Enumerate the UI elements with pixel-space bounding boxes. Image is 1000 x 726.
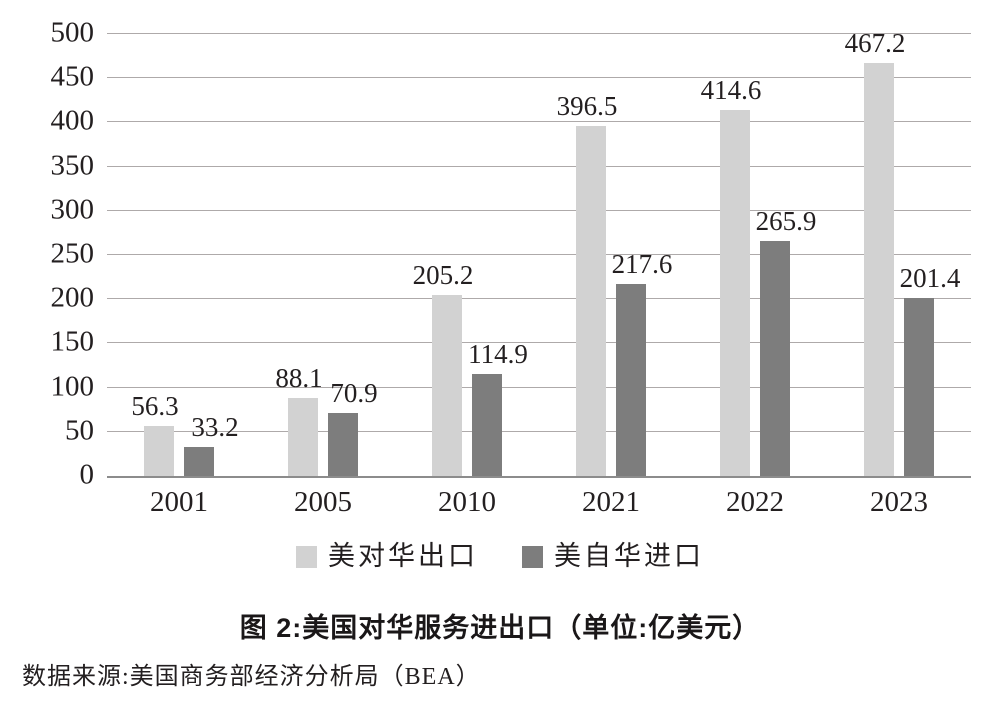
bar-export-2010: [432, 294, 462, 476]
chart-legend: 美对华出口 美自华进口: [0, 543, 1000, 570]
x-axis-tick-label-2005: 2005: [294, 486, 352, 518]
bar-export-2023: [864, 63, 894, 476]
legend-swatch-icon: [522, 545, 543, 568]
x-axis-labels: 2001 2005 2010 2021 2022 2023: [107, 488, 971, 524]
x-axis-tick-label-2023: 2023: [870, 486, 928, 518]
gridline-250: [107, 254, 971, 255]
bar-import-2010: [472, 374, 502, 476]
data-source-note: 数据来源:美国商务部经济分析局（BEA）: [22, 664, 481, 690]
bar-import-2023: [904, 297, 934, 476]
gridline-150: [107, 342, 971, 344]
value-label-export-2021: 396.5: [556, 90, 618, 121]
value-label-import-2010: 114.9: [468, 339, 528, 370]
x-axis-tick-label-2022: 2022: [726, 486, 784, 518]
value-label-import-2005: 70.9: [330, 378, 378, 409]
gridline-500: [107, 33, 971, 34]
legend-swatch-icon: [296, 545, 317, 568]
legend-label: 美对华出口: [328, 541, 478, 571]
value-label-import-2021: 217.6: [611, 248, 673, 279]
bar-import-2005: [328, 413, 358, 476]
x-axis-tick-label-2021: 2021: [582, 486, 640, 518]
gridline-300: [107, 209, 971, 211]
value-label-export-2022: 414.6: [700, 74, 762, 105]
y-axis-tick-label: 500: [50, 16, 95, 49]
value-label-import-2001: 33.2: [191, 411, 239, 442]
gridline-100: [107, 386, 971, 388]
x-axis-tick-label-2010: 2010: [438, 486, 496, 518]
bar-export-2021: [576, 125, 606, 476]
y-axis-tick-label: 50: [65, 414, 94, 447]
gridline-400: [107, 121, 971, 123]
plot-area: 56.3 33.2 88.1 70.9 205.2 114.9 396.5 217.6 414.…: [107, 0, 971, 478]
y-axis-tick-label: 200: [50, 281, 95, 314]
bar-import-2021: [616, 283, 646, 476]
y-axis-tick-label: 300: [50, 193, 95, 226]
value-label-export-2005: 88.1: [275, 363, 323, 394]
y-axis-tick-label: 450: [50, 60, 95, 93]
bar-import-2022: [760, 240, 790, 476]
y-axis-tick-label: 250: [50, 237, 95, 270]
legend-label: 美自华进口: [554, 541, 704, 571]
value-label-import-2023: 201.4: [899, 262, 961, 293]
value-label-export-2010: 205.2: [412, 259, 474, 290]
bar-export-2001: [144, 426, 174, 476]
legend-item-import: 美自华进口: [522, 543, 704, 570]
value-label-export-2001: 56.3: [131, 391, 179, 422]
y-axis-labels: 0 50 100 150 200 250 300 350 400 450 500: [0, 0, 107, 500]
x-axis-tick-label-2001: 2001: [150, 486, 208, 518]
gridline-50: [107, 430, 971, 432]
y-axis-tick-label: 100: [50, 369, 95, 402]
value-label-export-2023: 467.2: [844, 28, 906, 58]
gridline-350: [107, 165, 971, 167]
bar-import-2001: [184, 446, 214, 476]
y-axis-tick-label: 150: [50, 325, 95, 358]
y-axis-tick-label: 400: [50, 104, 95, 137]
bar-export-2005: [288, 398, 318, 476]
value-label-import-2022: 265.9: [755, 205, 817, 236]
legend-item-export: 美对华出口: [296, 543, 478, 570]
bar-export-2022: [720, 109, 750, 476]
y-axis-tick-label: 350: [50, 148, 95, 181]
gridline-200: [107, 298, 971, 300]
chart-title: 图 2:美国对华服务进出口（单位:亿美元）: [239, 613, 761, 643]
y-axis-tick-label: 0: [79, 458, 95, 491]
gridline-450: [107, 77, 971, 79]
